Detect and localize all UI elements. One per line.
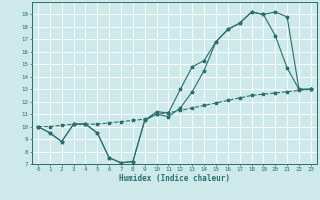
X-axis label: Humidex (Indice chaleur): Humidex (Indice chaleur) [119, 174, 230, 183]
